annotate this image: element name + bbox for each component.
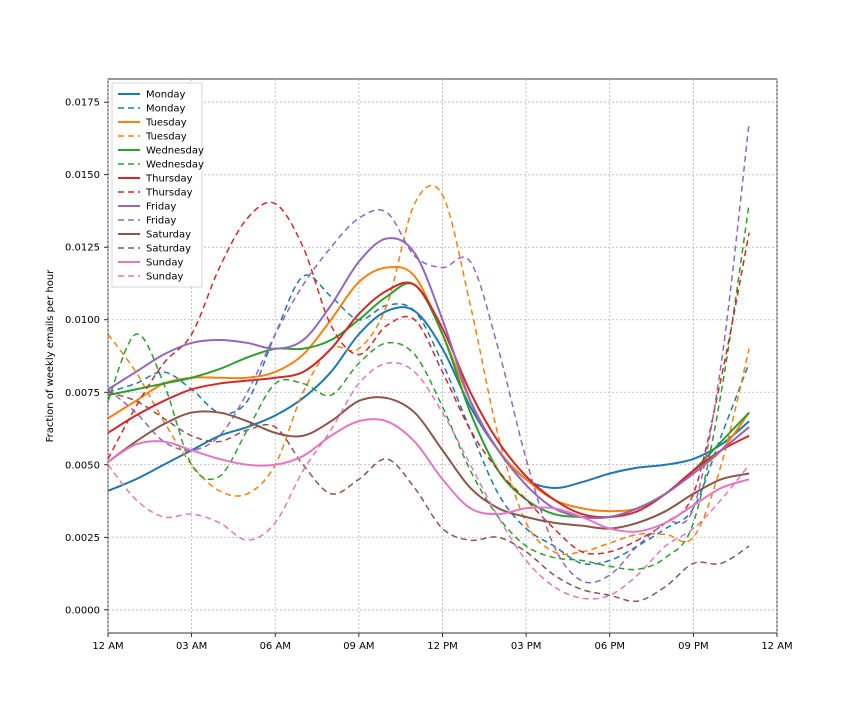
series-line xyxy=(108,123,749,583)
series-line xyxy=(108,185,749,554)
series-line xyxy=(108,275,749,564)
ytick-label: 0.0150 xyxy=(65,170,100,181)
ytick-label: 0.0025 xyxy=(65,533,100,544)
series-line xyxy=(108,283,749,518)
legend-label: Wednesday xyxy=(146,146,204,157)
legend-label: Tuesday xyxy=(145,118,187,129)
legend-label: Thursday xyxy=(145,188,193,199)
line-chart: 0.0000 0.0025 0.0050 0.0075 0.0100 0.0125 0.01… xyxy=(0,0,864,720)
xtick-label: 03 AM xyxy=(176,641,207,652)
xtick-label: 03 PM xyxy=(511,641,542,652)
legend-label: Monday xyxy=(146,104,186,115)
ytick-label: 0.0050 xyxy=(65,460,100,471)
ytick-label: 0.0175 xyxy=(65,98,100,109)
legend-label: Thursday xyxy=(145,174,193,185)
legend-label: Monday xyxy=(146,90,186,101)
legend-label: Saturday xyxy=(146,230,191,241)
legend-label: Friday xyxy=(146,216,176,227)
xtick-label: 09 AM xyxy=(343,641,374,652)
legend-label: Saturday xyxy=(146,244,191,255)
series-line xyxy=(108,419,749,532)
legend-label: Sunday xyxy=(146,272,183,283)
xtick-label: 06 AM xyxy=(260,641,291,652)
legend-label: Friday xyxy=(146,202,176,213)
xtick-label: 12 AM xyxy=(761,641,792,652)
ytick-label: 0.0125 xyxy=(65,243,100,254)
xtick-label: 09 PM xyxy=(678,641,709,652)
series-line xyxy=(108,392,749,601)
ytick-label: 0.0075 xyxy=(65,388,100,399)
chart-svg: 0.0000 0.0025 0.0050 0.0075 0.0100 0.0125 0.01… xyxy=(0,0,864,720)
y-axis-label: Fraction of weekly emails per hour xyxy=(45,269,56,443)
ytick-label: 0.0100 xyxy=(65,315,100,326)
xtick-label: 12 AM xyxy=(92,641,123,652)
xtick-label: 06 PM xyxy=(594,641,625,652)
ytick-label: 0.0000 xyxy=(65,605,100,616)
series-line xyxy=(108,363,749,599)
xtick-label: 12 PM xyxy=(427,641,458,652)
series-line xyxy=(108,282,749,517)
legend-label: Wednesday xyxy=(146,160,204,171)
legend: Monday Monday Tuesday Tuesday Wednesday Wedne… xyxy=(112,83,204,287)
legend-label: Tuesday xyxy=(145,132,187,143)
legend-label: Sunday xyxy=(146,258,183,269)
